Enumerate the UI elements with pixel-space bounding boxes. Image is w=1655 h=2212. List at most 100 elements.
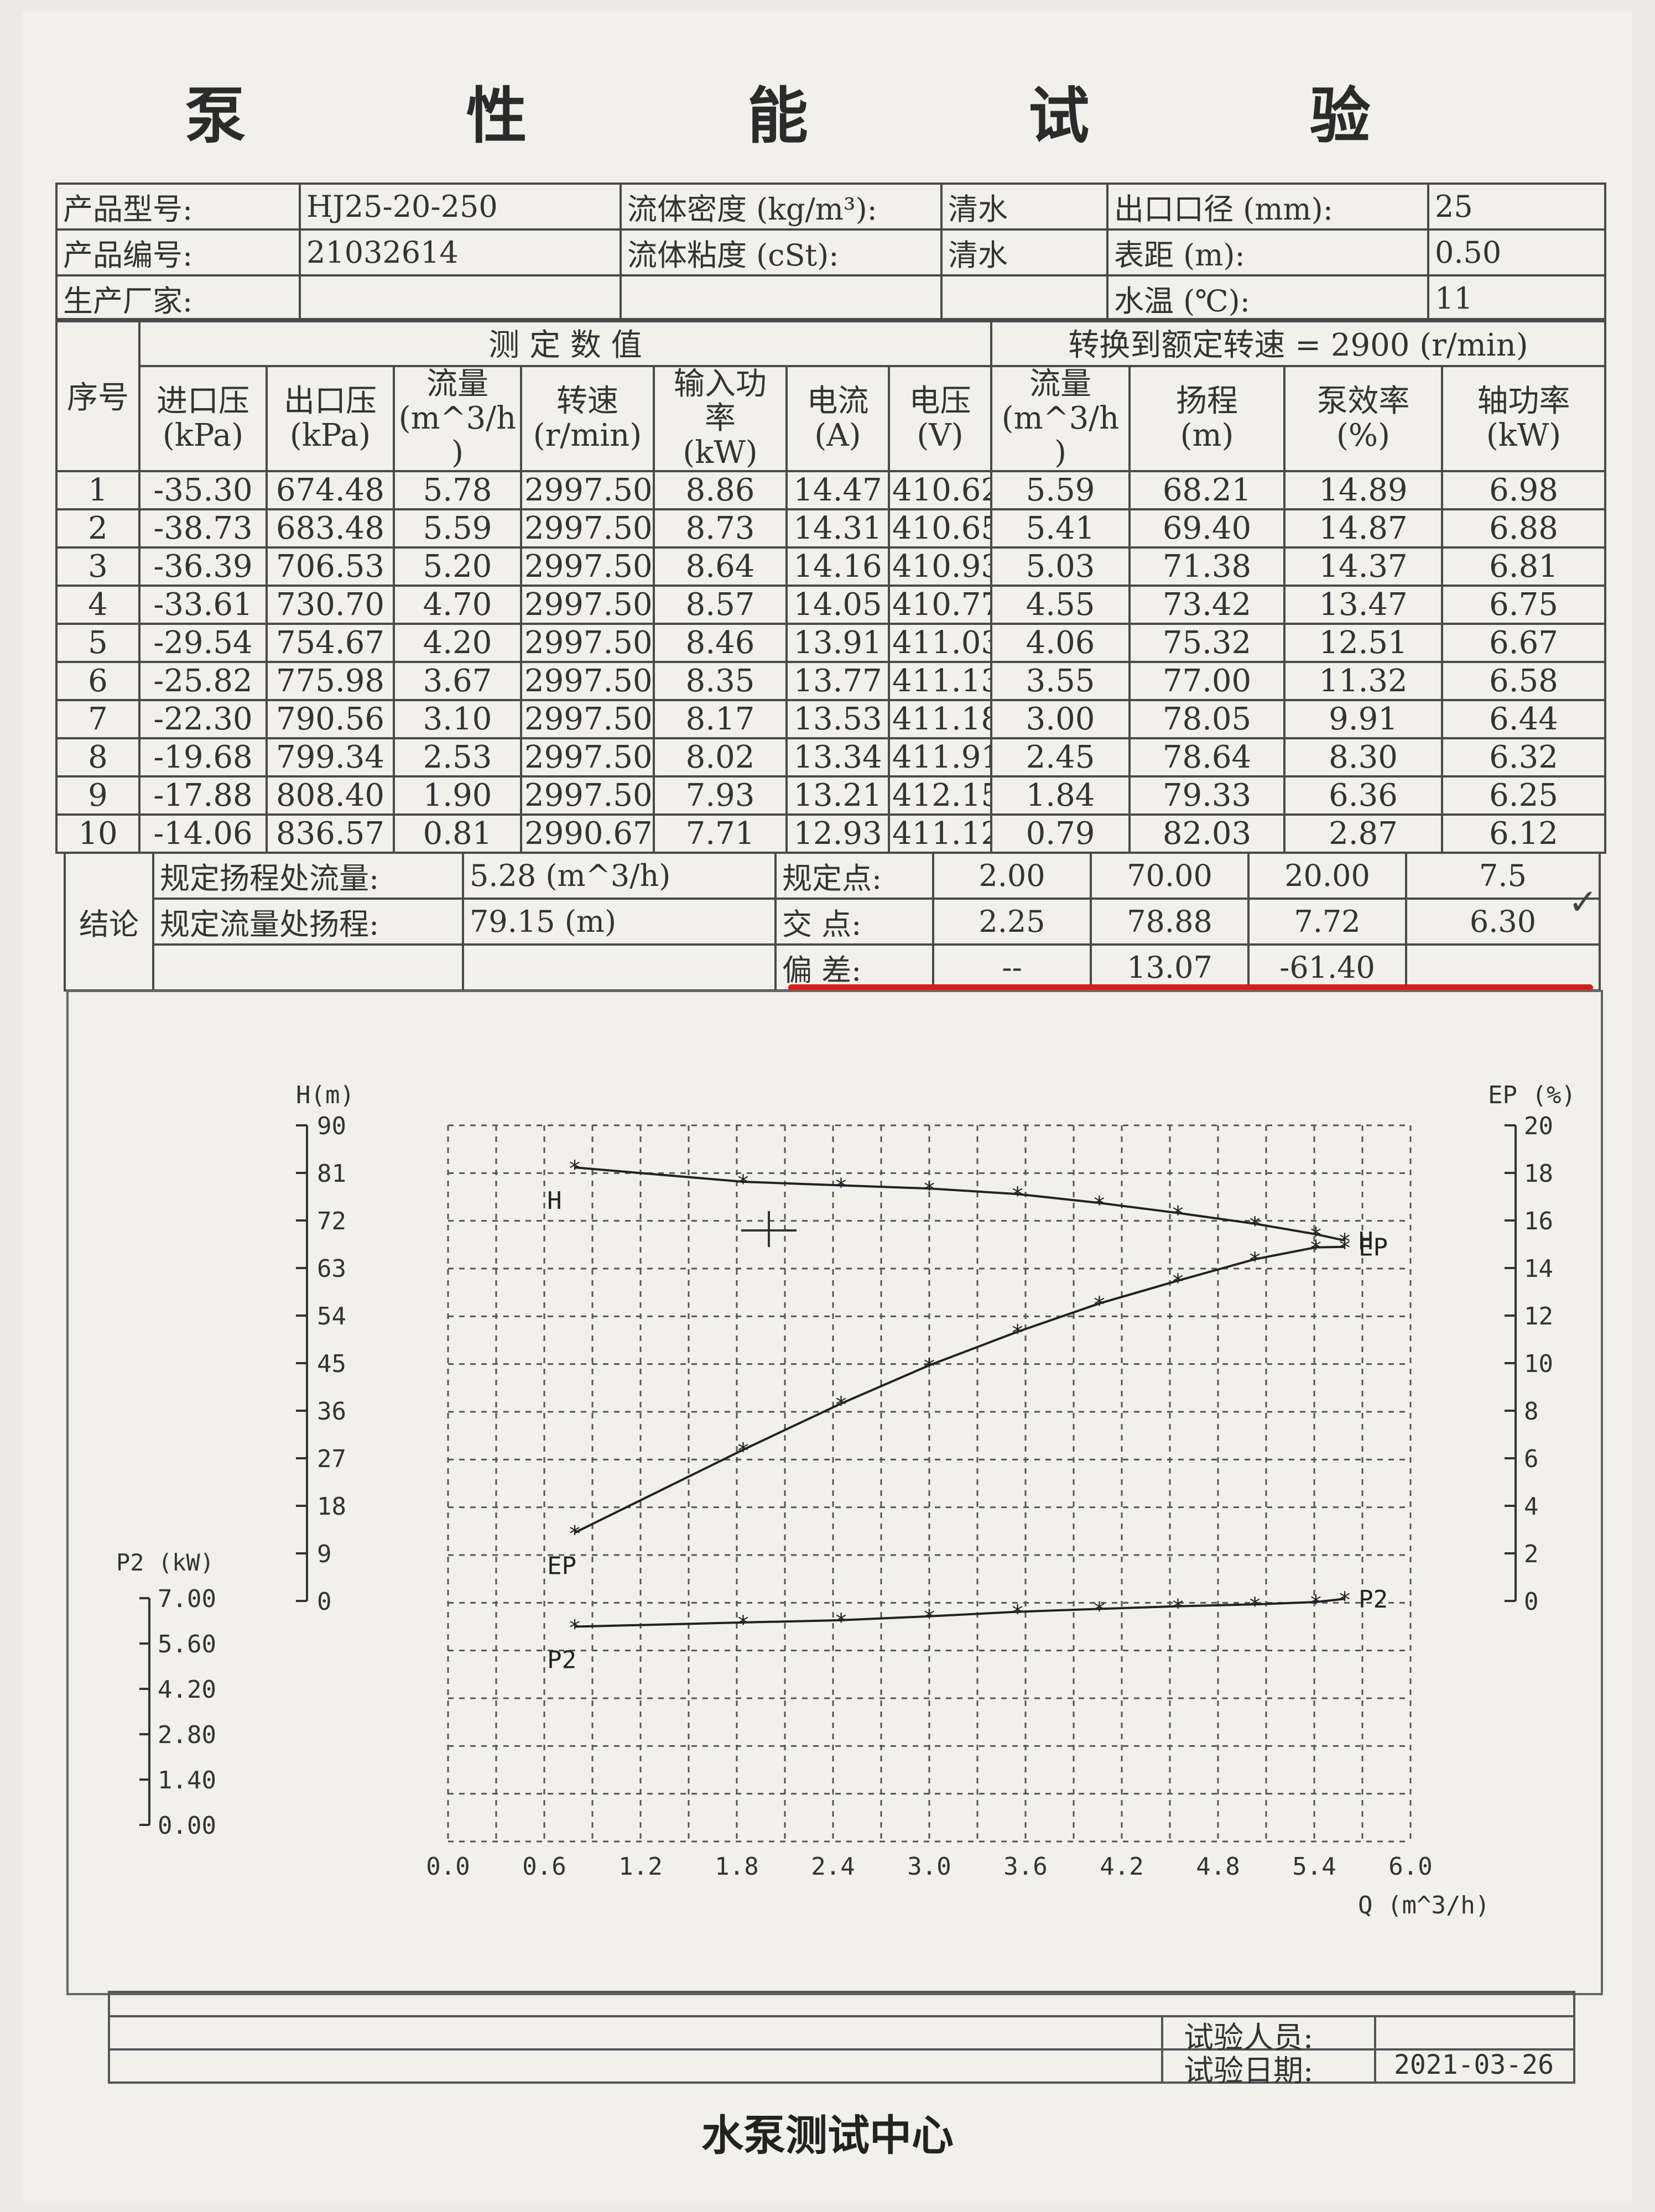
x-tick-label: 2.4 <box>811 1853 855 1881</box>
table-cell: 2.53 <box>393 737 522 778</box>
p2-tick-label: 2.80 <box>158 1721 216 1749</box>
col-header: 电流 (A) <box>785 365 890 472</box>
head-at-flow-value: 79.15 (m) <box>462 898 777 946</box>
date-label: 试验日期: <box>1184 2053 1314 2088</box>
table-cell: 2.45 <box>990 737 1131 778</box>
p2-tick-label: 0.00 <box>158 1812 216 1840</box>
x-tick-label: 4.2 <box>1100 1853 1143 1881</box>
data-point-H: * <box>737 1171 750 1196</box>
table-cell: 799.34 <box>266 737 395 778</box>
col-header: 出口压 (kPa) <box>266 365 395 472</box>
table-cell: 77.00 <box>1128 661 1286 701</box>
table-cell: 14.05 <box>785 585 890 625</box>
table-cell: 6.36 <box>1283 775 1443 816</box>
data-point-EP: * <box>1011 1321 1024 1346</box>
data-point-EP: * <box>834 1392 847 1418</box>
table-cell: 14.37 <box>1283 546 1443 587</box>
test-center-name: 水泵测试中心 <box>701 2111 954 2160</box>
data-point-P2: * <box>1309 1591 1323 1616</box>
table-cell: 8.64 <box>653 546 788 587</box>
date-value: 2021-03-26 <box>1394 2049 1554 2080</box>
conclusion-label: 结论 <box>64 852 154 992</box>
h-tick-label: 36 <box>317 1397 346 1426</box>
table-cell: 82.03 <box>1128 813 1286 854</box>
table-row: 5 -29.54 754.67 4.20 2997.50 8.46 13.91 411.03 4… <box>55 623 1606 663</box>
data-point-EP: * <box>1248 1248 1262 1274</box>
table-cell: 5.20 <box>393 546 522 587</box>
h-tick-label: 9 <box>317 1540 332 1568</box>
ep-tick-label: 10 <box>1524 1350 1553 1378</box>
table-cell: 2997.50 <box>520 508 655 549</box>
table-cell: 8.02 <box>653 737 788 778</box>
cross-head: 78.88 <box>1090 898 1250 946</box>
ep-axis-label: EP (%) <box>1488 1081 1576 1109</box>
table-row: 7 -22.30 790.56 3.10 2997.50 8.17 13.53 411.18 3… <box>55 699 1606 739</box>
table-cell: 14.89 <box>1283 470 1443 510</box>
col-header: 流量 (m^3/h ) <box>990 365 1131 472</box>
table-cell: 14.87 <box>1283 508 1443 549</box>
table-cell: 411.03 <box>888 623 992 663</box>
x-tick-label: 3.0 <box>907 1853 951 1881</box>
data-point-EP: * <box>1309 1237 1323 1262</box>
ep-tick-label: 8 <box>1524 1397 1539 1426</box>
table-cell: 69.40 <box>1128 508 1286 549</box>
x-tick-label: 5.4 <box>1292 1853 1336 1881</box>
head-at-flow-label: 规定流量处扬程: <box>152 898 464 946</box>
table-cell: 6 <box>55 661 140 701</box>
table-cell: 8.86 <box>653 470 788 510</box>
h-tick-label: 0 <box>317 1588 332 1616</box>
table-cell: -17.88 <box>138 775 268 816</box>
table-cell: 1 <box>55 470 140 510</box>
table-cell: 7 <box>55 699 140 739</box>
table-cell: 8 <box>55 737 140 778</box>
h-tick-label: 18 <box>317 1493 346 1521</box>
table-row: 1 -35.30 674.48 5.78 2997.50 8.86 14.47 410.62 5… <box>55 470 1606 510</box>
performance-chart: 0.0 0.6 1.2 1.8 2.4 3.0 3.6 4.2 4.8 5.4 6.0 Q (m^3/… <box>116 1081 1576 1919</box>
series-line-P2 <box>575 1598 1345 1628</box>
h-tick-label: 45 <box>317 1350 346 1378</box>
series-start-label-P2: P2 <box>547 1646 576 1674</box>
p2-tick-label: 1.40 <box>158 1766 216 1794</box>
serial-label: 产品编号: <box>55 228 301 276</box>
table-cell: 410.62 <box>888 470 992 510</box>
table-cell: 674.48 <box>266 470 395 510</box>
table-cell: 730.70 <box>266 585 395 625</box>
info-table: 产品型号: HJ25-20-250 流体密度 (kg/m³): 清水 出口口径 … <box>55 182 1606 322</box>
p2-tick-label: 7.00 <box>158 1585 216 1613</box>
data-point-P2: * <box>1248 1593 1262 1619</box>
table-cell: 68.21 <box>1128 470 1286 510</box>
table-cell: 5 <box>55 623 140 663</box>
data-point-EP: * <box>923 1354 936 1380</box>
data-point-H: * <box>1171 1202 1184 1227</box>
cross-power: 6.30 <box>1405 898 1601 946</box>
data-point-EP: * <box>737 1439 750 1464</box>
table-cell: 2997.50 <box>520 470 655 510</box>
h-tick-label: 27 <box>317 1445 346 1473</box>
data-point-H: * <box>568 1156 581 1182</box>
table-cell: 7.71 <box>653 813 788 854</box>
density-label: 流体密度 (kg/m³): <box>620 182 943 231</box>
data-point-H: * <box>1338 1229 1351 1255</box>
table-cell: 0.81 <box>393 813 522 854</box>
distance-label: 表距 (m): <box>1106 228 1429 276</box>
conclusion-table: 结论 规定扬程处流量: 5.28 (m^3/h) 规定点: 2.00 70.00… <box>64 852 1601 992</box>
table-cell: 8.57 <box>653 585 788 625</box>
cross-flow: 2.25 <box>932 898 1092 946</box>
dev-efficiency: -61.40 <box>1247 943 1407 992</box>
ep-tick-label: 18 <box>1524 1160 1553 1188</box>
group-converted-header: 转换到额定转速 = 2900 (r/min) <box>990 318 1606 367</box>
table-cell: 11.32 <box>1283 661 1443 701</box>
table-cell: -22.30 <box>138 699 268 739</box>
table-cell: -29.54 <box>138 623 268 663</box>
series-line-EP <box>574 1245 1345 1534</box>
table-cell: 411.12 <box>888 813 992 854</box>
series-end-label-EP: EP <box>1359 1234 1388 1262</box>
table-cell: 12.51 <box>1283 623 1443 663</box>
table-row: 9 -17.88 808.40 1.90 2997.50 7.93 13.21 412.15 1… <box>55 775 1606 816</box>
table-cell: 5.78 <box>393 470 522 510</box>
table-cell: 1.90 <box>393 775 522 816</box>
table-cell: 6.44 <box>1441 699 1606 739</box>
table-cell: -25.82 <box>138 661 268 701</box>
footer-signoff <box>108 1991 1575 2084</box>
table-cell: 13.47 <box>1283 585 1443 625</box>
